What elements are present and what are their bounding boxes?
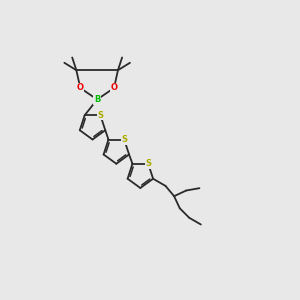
Text: S: S <box>121 135 127 144</box>
Text: O: O <box>110 83 118 92</box>
Text: B: B <box>94 95 100 104</box>
Text: S: S <box>145 159 151 168</box>
Text: S: S <box>98 111 103 120</box>
Text: O: O <box>77 83 84 92</box>
